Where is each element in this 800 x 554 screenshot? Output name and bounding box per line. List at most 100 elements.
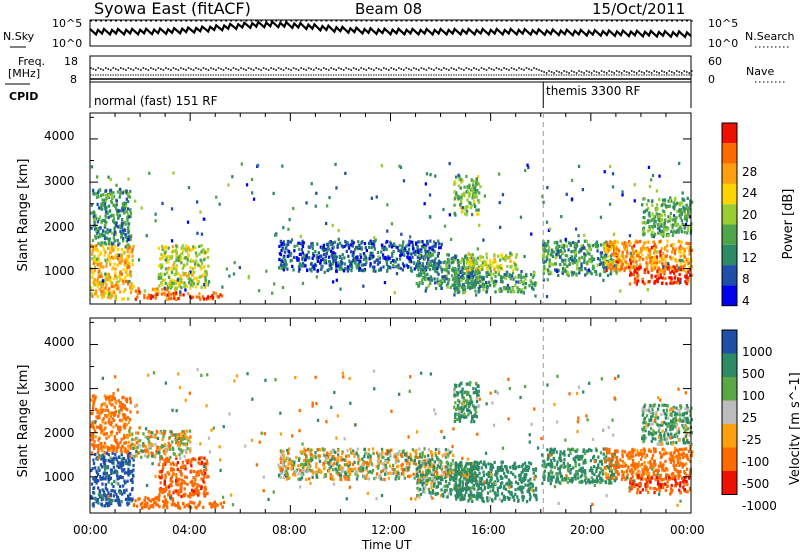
cell-5 [282, 240, 285, 244]
cell-10 [585, 271, 589, 275]
scatter-cell [501, 193, 505, 197]
cell-8 [473, 263, 476, 267]
cell-5 [346, 269, 350, 273]
cell-10 [584, 273, 587, 277]
cell-0 [118, 475, 121, 479]
cell-12 [675, 281, 678, 285]
cell-10 [542, 269, 545, 273]
cell-0 [113, 479, 116, 483]
cell-9 [459, 206, 462, 210]
cell-3 [192, 484, 195, 488]
cell-13 [667, 215, 670, 219]
cell-8 [515, 253, 518, 257]
cell-6 [279, 475, 282, 479]
cell-10 [553, 241, 556, 245]
cell-9 [471, 193, 475, 197]
cell-11 [634, 241, 637, 245]
scatter-cell [656, 250, 659, 254]
scatter-cell [608, 202, 612, 206]
cell-0 [116, 263, 120, 267]
cell-6 [462, 282, 465, 287]
cell-3 [172, 263, 175, 267]
cell-0 [99, 263, 102, 267]
scatter-cell [187, 186, 191, 190]
cell-5 [379, 268, 383, 272]
cell-1 [107, 242, 110, 246]
cell-1 [93, 429, 97, 433]
cell-0 [112, 494, 115, 498]
cell-1 [94, 224, 97, 228]
cell-0 [126, 497, 129, 501]
cell-1 [92, 404, 95, 408]
cell-0 [108, 259, 111, 263]
cell-11 [644, 240, 648, 244]
cell-6 [318, 448, 322, 452]
cell-5 [302, 254, 306, 258]
cell-13 [680, 210, 683, 215]
colorbar-segment [722, 285, 737, 306]
cell-1 [105, 432, 108, 436]
cell-13 [658, 216, 661, 221]
scatter-cell [96, 175, 99, 179]
cell-11 [623, 247, 626, 251]
cell-5 [311, 252, 315, 256]
cell-3 [159, 276, 163, 280]
scatter-cell [252, 197, 256, 201]
cell-3 [190, 469, 193, 473]
cell-10 [578, 259, 581, 263]
cell-13 [674, 216, 677, 220]
cell-7 [508, 286, 511, 291]
scatter-cell [107, 292, 111, 296]
cell-0 [123, 251, 126, 255]
cell-1 [92, 446, 96, 450]
cell-0 [125, 488, 128, 492]
cell-6 [309, 464, 312, 468]
cell-2 [138, 289, 141, 294]
scatter-cell [115, 183, 118, 187]
cell-5 [298, 267, 301, 271]
cell-5 [189, 440, 192, 444]
cell-5 [178, 453, 181, 457]
cell-1 [92, 210, 95, 214]
cell-1 [120, 231, 123, 235]
cell-8 [489, 259, 492, 263]
cell-5 [362, 257, 366, 262]
cell-5 [164, 430, 167, 434]
cell-5 [343, 256, 346, 260]
cell-2 [167, 290, 171, 294]
cell-0 [96, 263, 99, 267]
cell-6 [343, 463, 347, 467]
cell-1 [97, 425, 100, 430]
cell-0 [98, 252, 101, 256]
scatter-cell [390, 222, 394, 226]
cell-7 [463, 271, 466, 276]
cell-6 [354, 472, 357, 476]
cell-0 [117, 500, 121, 504]
cell-10 [604, 253, 608, 257]
cell-5 [353, 247, 357, 251]
cell-11 [628, 265, 631, 270]
cell-11 [610, 245, 613, 250]
cell-0 [94, 259, 97, 264]
cell-0 [104, 279, 107, 283]
cell-7 [482, 275, 485, 279]
cell-7 [482, 288, 485, 292]
cell-1 [93, 399, 96, 403]
cell-1 [93, 443, 96, 448]
cell-0 [97, 479, 100, 483]
cell-1 [108, 398, 111, 402]
cell-7 [485, 280, 488, 285]
cell-7 [480, 280, 483, 284]
cell-6 [353, 451, 356, 456]
cell-1 [116, 427, 120, 431]
cell-3 [205, 283, 208, 287]
cell-1 [94, 236, 97, 240]
cell-1 [121, 224, 124, 228]
cell-1 [122, 395, 125, 399]
scatter-cell [282, 226, 285, 230]
cell-6 [442, 261, 445, 265]
cell-2 [134, 499, 137, 503]
cell-10 [585, 261, 589, 265]
scatter-cell [176, 278, 179, 282]
cell-10 [594, 269, 598, 274]
